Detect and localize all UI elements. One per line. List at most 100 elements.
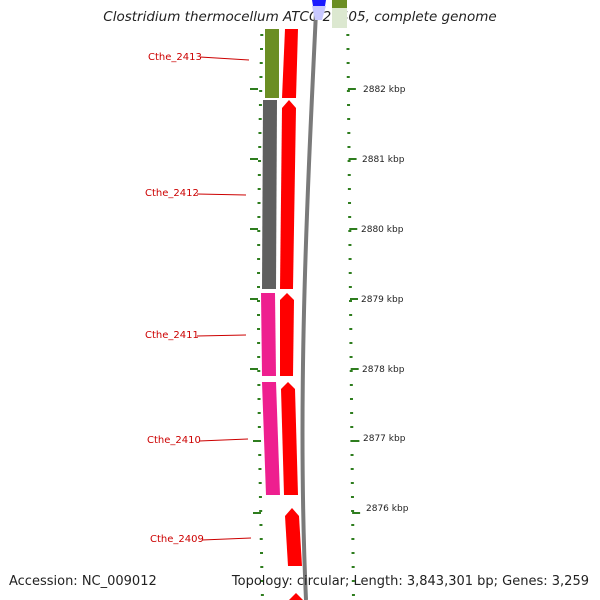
tick-mark [258, 482, 262, 484]
tick-mark [257, 426, 261, 428]
major-tick-mark [253, 440, 261, 442]
tick-mark [347, 104, 351, 106]
tick-mark [349, 384, 353, 386]
tick-mark [257, 286, 261, 288]
tick-mark [257, 328, 261, 330]
tick-mark [349, 314, 353, 316]
kbp-label-2876: 2876 kbp [366, 504, 409, 514]
tick-mark [260, 566, 264, 568]
cds-arrow-1[interactable] [282, 29, 298, 98]
right-major-ticks [347, 88, 361, 514]
tick-mark [348, 286, 352, 288]
gene-labels: Cthe_2413 Cthe_2412 Cthe_2411 Cthe_2410 … [145, 52, 252, 545]
kbp-label-2881: 2881 kbp [362, 155, 405, 165]
tick-mark [258, 132, 262, 134]
tick-mark [259, 524, 263, 526]
kbp-label-2880: 2880 kbp [361, 225, 404, 235]
gene-bar-cthe-2411-a[interactable] [261, 293, 276, 376]
kbp-label-2882: 2882 kbp [363, 85, 406, 95]
tick-mark [350, 482, 354, 484]
cds-arrow-3[interactable] [280, 293, 294, 376]
kbp-label-2878: 2878 kbp [362, 365, 405, 375]
genome-backbone [300, 11, 318, 600]
map-title: Clostridium thermocellum ATCC 27405, com… [103, 9, 497, 25]
tick-mark [257, 202, 261, 204]
tick-mark [346, 90, 350, 92]
tick-mark [348, 244, 352, 246]
cds-arrow-6[interactable] [289, 593, 303, 600]
gene-track-left [261, 29, 280, 495]
tick-mark [350, 426, 354, 428]
gene-label-cthe-2410[interactable]: Cthe_2410 [147, 435, 201, 446]
leader-line-cthe-2410 [198, 438, 249, 442]
tick-mark [349, 370, 353, 372]
tick-mark [351, 524, 355, 526]
major-tick-mark [250, 158, 258, 160]
tick-mark [348, 202, 352, 204]
gene-bar-cthe-2413[interactable] [265, 29, 279, 98]
tick-mark [259, 62, 263, 64]
major-tick-mark [250, 368, 258, 370]
tick-mark [349, 398, 353, 400]
tick-mark [349, 328, 353, 330]
accession-text: Accession: NC_009012 [9, 574, 157, 589]
cds-arrow-4[interactable] [281, 382, 298, 495]
tick-mark [257, 342, 261, 344]
tick-mark [259, 90, 263, 92]
tick-mark [257, 356, 261, 358]
gene-bar-cthe-2412[interactable] [262, 100, 277, 289]
tick-mark [347, 160, 351, 162]
tick-mark [257, 398, 261, 400]
leader-line-cthe-2411 [196, 334, 247, 337]
tick-mark [257, 216, 261, 218]
tick-mark [258, 454, 262, 456]
tick-mark [258, 146, 262, 148]
tick-mark [259, 76, 263, 78]
tick-mark [348, 216, 352, 218]
tick-mark [260, 34, 264, 36]
gene-label-cthe-2409[interactable]: Cthe_2409 [150, 534, 204, 545]
tick-mark [260, 48, 264, 50]
cds-arrow-2[interactable] [280, 100, 296, 289]
tick-mark [346, 34, 350, 36]
tick-mark [350, 412, 354, 414]
tick-mark [257, 230, 261, 232]
tick-mark [257, 384, 261, 386]
pale-olive-feature-icon [332, 8, 347, 28]
tick-mark [257, 300, 260, 302]
right-tick-column [346, 34, 361, 596]
cds-arrow-5[interactable] [285, 508, 302, 566]
tick-mark [347, 132, 351, 134]
gene-label-cthe-2412[interactable]: Cthe_2412 [145, 188, 199, 199]
tick-mark [347, 146, 351, 148]
major-tick-mark [349, 228, 358, 230]
tick-mark [260, 580, 264, 582]
tick-mark [346, 62, 350, 64]
tick-mark [347, 174, 351, 176]
tick-mark [259, 538, 263, 540]
tick-mark [351, 538, 355, 540]
cds-track [280, 29, 303, 600]
tick-mark [257, 244, 261, 246]
tick-mark [349, 356, 353, 358]
tick-mark [350, 468, 354, 470]
tick-mark [257, 258, 261, 260]
gene-bar-cthe-2411-b[interactable] [262, 382, 280, 495]
tick-mark [260, 594, 264, 596]
major-tick-mark [253, 512, 261, 514]
tick-mark [257, 314, 261, 316]
olive-feature-icon[interactable] [332, 0, 347, 8]
left-major-ticks [250, 88, 261, 514]
tick-mark [257, 174, 261, 176]
tick-mark [260, 552, 264, 554]
scale-labels: 2882 kbp 2881 kbp 2880 kbp 2879 kbp 2878… [361, 85, 409, 514]
major-tick-mark [351, 440, 360, 442]
gene-label-cthe-2413[interactable]: Cthe_2413 [148, 52, 202, 63]
tick-mark [346, 76, 350, 78]
tick-mark [348, 258, 352, 260]
left-tick-column [250, 34, 264, 596]
tick-mark [257, 188, 261, 190]
gene-label-cthe-2411[interactable]: Cthe_2411 [145, 330, 199, 341]
tick-mark [258, 468, 262, 470]
